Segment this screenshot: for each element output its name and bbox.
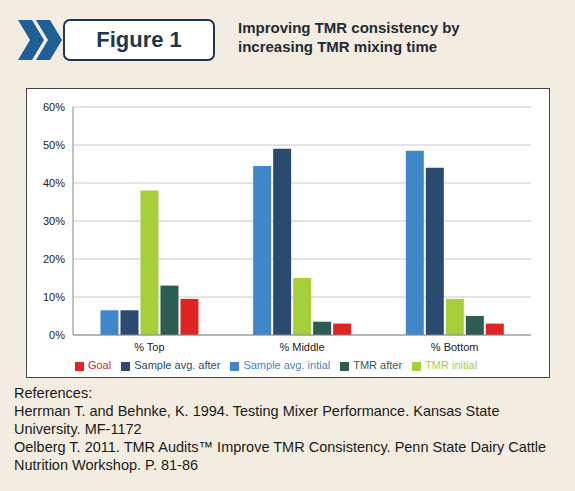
svg-text:50%: 50% [43, 139, 65, 151]
svg-text:0%: 0% [49, 329, 65, 341]
svg-text:10%: 10% [43, 291, 65, 303]
svg-text:% Bottom: % Bottom [431, 341, 479, 353]
svg-text:30%: 30% [43, 215, 65, 227]
svg-text:% Top: % Top [134, 341, 164, 353]
html-text:Sample avg. intial: Sample avg. intial [243, 359, 331, 371]
html-text:Sample avg. after: Sample avg. after [134, 359, 221, 371]
html-text:Goal: Goal [87, 359, 112, 371]
html-text:Figure 1: Figure 1 [96, 27, 182, 52]
svg-text:40%: 40% [43, 177, 65, 189]
svg-text:% Middle: % Middle [279, 341, 324, 353]
html-text:Oelberg T. 2011. TMR Audits™ I: Oelberg T. 2011. TMR Audits™ Improve TMR… [14, 439, 547, 473]
html-text:TMR after: TMR after [353, 359, 403, 371]
html-text:Herrman T. and Behnke, K. 1994: Herrman T. and Behnke, K. 1994. Testing … [14, 403, 500, 437]
html-text:References:: References: [14, 385, 93, 401]
svg-text:60%: 60% [43, 101, 65, 113]
html-text:TMR initial: TMR initial [425, 359, 478, 371]
html-text:Improving TMR consistency by i: Improving TMR consistency by increasing … [238, 19, 460, 55]
svg-text:20%: 20% [43, 253, 65, 265]
